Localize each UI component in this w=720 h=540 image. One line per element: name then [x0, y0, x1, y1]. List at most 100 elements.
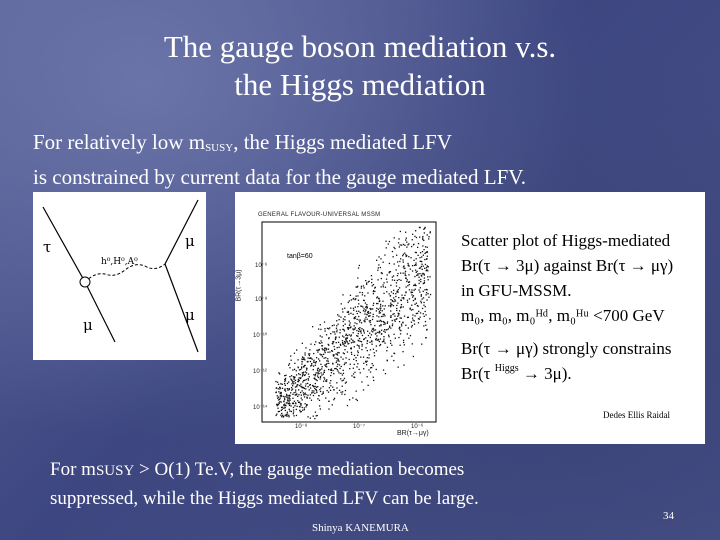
scatter-point	[318, 370, 320, 372]
scatter-point	[335, 327, 338, 329]
caption-line-5: Br(τ → μγ) strongly constrains	[461, 339, 672, 358]
scatter-point	[382, 305, 384, 307]
scatter-point	[306, 367, 308, 370]
scatter-point	[411, 239, 413, 241]
scatter-point	[397, 289, 399, 291]
scatter-point	[417, 246, 419, 248]
scatter-point	[411, 270, 414, 272]
scatter-point	[277, 396, 280, 398]
scatter-point	[403, 364, 405, 366]
scatter-point	[338, 319, 340, 321]
scatter-point	[278, 391, 280, 393]
scatter-point	[348, 300, 350, 302]
scatter-point	[353, 346, 355, 348]
scatter-point	[319, 390, 322, 393]
scatter-point	[369, 371, 372, 373]
mu-bottom-label: μ	[83, 316, 93, 334]
scatter-point	[363, 330, 365, 332]
scatter-point	[378, 330, 381, 332]
scatter-point	[314, 375, 316, 377]
bottom-line-1a: For m	[50, 459, 96, 480]
scatter-point	[371, 281, 373, 284]
scatter-point	[411, 291, 414, 293]
scatter-point	[292, 381, 294, 384]
bottom-text: For mSUSY > O(1) Te.V, the gauge mediati…	[50, 456, 650, 513]
scatter-point	[341, 374, 344, 376]
scatter-point	[286, 411, 288, 413]
scatter-point	[318, 349, 320, 351]
scatter-point	[366, 376, 368, 378]
scatter-point	[303, 365, 305, 368]
scatter-point	[350, 307, 352, 309]
scatter-point	[343, 345, 345, 347]
scatter-point	[329, 389, 332, 391]
scatter-point	[397, 272, 399, 275]
scatter-point	[275, 414, 277, 417]
scatter-point	[399, 230, 401, 233]
scatter-point	[363, 320, 365, 322]
scatter-point	[337, 358, 339, 360]
scatter-point	[342, 311, 344, 313]
scatter-point	[312, 326, 314, 328]
scatter-point	[297, 378, 299, 381]
scatter-point	[429, 276, 431, 278]
scatter-point	[341, 393, 343, 395]
scatter-point	[407, 327, 409, 329]
scatter-point	[284, 375, 286, 377]
scatter-point	[378, 298, 380, 300]
scatter-point	[307, 373, 310, 375]
scatter-point	[283, 397, 286, 399]
scatter-point	[288, 404, 291, 407]
scatter-point	[314, 362, 317, 364]
scatter-point	[426, 251, 429, 253]
scatter-point	[393, 246, 395, 249]
scatter-point	[344, 393, 346, 396]
scatter-point	[383, 330, 385, 332]
scatter-point	[300, 383, 302, 385]
scatter-point	[418, 279, 420, 282]
scatter-point	[396, 309, 398, 312]
scatter-point	[319, 408, 321, 410]
scatter-point	[393, 297, 395, 299]
scatter-point	[342, 328, 344, 330]
scatter-point	[403, 267, 405, 270]
scatter-point	[300, 397, 302, 399]
scatter-point	[403, 265, 405, 267]
scatter-point	[386, 350, 388, 352]
scatter-point	[406, 333, 408, 335]
scatter-point	[279, 388, 281, 390]
scatter-point	[303, 393, 306, 395]
scatter-point	[404, 244, 406, 246]
scatter-point	[354, 317, 356, 320]
slide-title: The gauge boson mediation v.s. the Higgs…	[0, 28, 720, 104]
scatter-point	[336, 325, 338, 327]
scatter-point	[304, 392, 306, 394]
scatter-point	[295, 403, 297, 405]
scatter-point	[305, 347, 307, 349]
scatter-point	[350, 351, 353, 354]
scatter-point	[414, 298, 416, 301]
scatter-point	[351, 375, 353, 377]
scatter-point	[397, 302, 399, 304]
scatter-point	[415, 302, 417, 304]
scatter-point	[360, 287, 362, 289]
scatter-point	[311, 390, 313, 392]
scatter-point	[373, 290, 375, 292]
scatter-point	[352, 373, 355, 375]
scatter-point	[284, 388, 286, 390]
scatter-point	[318, 342, 320, 344]
scatter-point	[425, 267, 428, 269]
scatter-point	[367, 292, 369, 294]
scatter-point	[341, 308, 344, 310]
scatter-point	[393, 352, 396, 355]
scatter-point	[403, 315, 406, 317]
scatter-point	[375, 332, 377, 334]
scatter-point	[330, 369, 332, 371]
scatter-point	[418, 282, 420, 285]
scatter-point	[412, 299, 415, 302]
scatter-point	[384, 373, 387, 375]
scatter-point	[387, 328, 390, 330]
scatter-point	[384, 331, 386, 333]
scatter-point	[401, 297, 403, 299]
scatter-point	[279, 401, 281, 403]
